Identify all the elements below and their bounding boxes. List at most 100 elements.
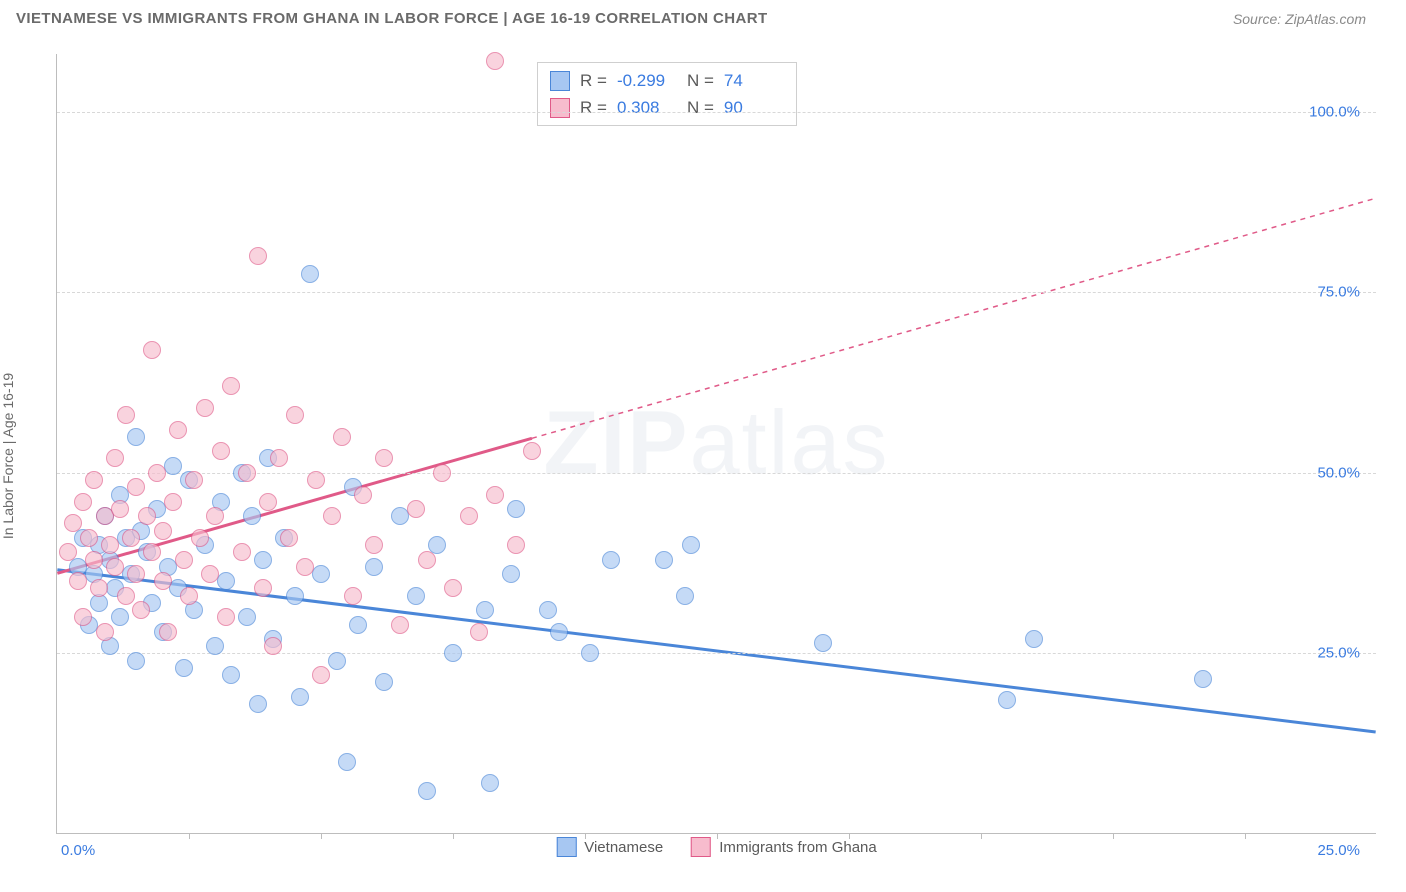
scatter-point [148, 464, 166, 482]
stats-row: R = -0.299 N = 74 [550, 67, 784, 94]
scatter-point [90, 579, 108, 597]
scatter-point [507, 500, 525, 518]
scatter-point [502, 565, 520, 583]
x-tick [717, 833, 718, 839]
scatter-point [233, 543, 251, 561]
chart-title: VIETNAMESE VS IMMIGRANTS FROM GHANA IN L… [16, 10, 768, 27]
gridline [57, 112, 1376, 113]
scatter-point [222, 377, 240, 395]
x-tick [1113, 833, 1114, 839]
scatter-point [206, 507, 224, 525]
scatter-point [69, 572, 87, 590]
scatter-point [486, 52, 504, 70]
scatter-point [444, 579, 462, 597]
scatter-point [249, 695, 267, 713]
r-label: R = [580, 67, 607, 94]
scatter-point [338, 753, 356, 771]
scatter-point [122, 529, 140, 547]
y-tick-label: 25.0% [1317, 645, 1360, 662]
scatter-point [259, 493, 277, 511]
scatter-point [238, 608, 256, 626]
scatter-point [407, 500, 425, 518]
scatter-point [507, 536, 525, 554]
scatter-point [154, 572, 172, 590]
scatter-point [391, 616, 409, 634]
y-tick-label: 100.0% [1309, 103, 1360, 120]
scatter-point [254, 579, 272, 597]
scatter-point [365, 558, 383, 576]
scatter-point [333, 428, 351, 446]
scatter-point [1194, 670, 1212, 688]
stats-legend-box: R =-0.299N =74R =0.308N =90 [537, 62, 797, 126]
r-value: -0.299 [617, 67, 677, 94]
scatter-point [222, 666, 240, 684]
x-tick [981, 833, 982, 839]
scatter-point [196, 399, 214, 417]
scatter-point [280, 529, 298, 547]
x-axis-max-label: 25.0% [1317, 842, 1360, 859]
scatter-point [85, 471, 103, 489]
scatter-point [175, 551, 193, 569]
scatter-point [444, 644, 462, 662]
x-tick [321, 833, 322, 839]
scatter-point [312, 666, 330, 684]
watermark: ZIPatlas [543, 392, 889, 495]
scatter-point [375, 673, 393, 691]
scatter-point [206, 637, 224, 655]
scatter-point [101, 536, 119, 554]
scatter-point [264, 637, 282, 655]
bottom-legend: VietnameseImmigrants from Ghana [556, 837, 877, 857]
scatter-point [127, 652, 145, 670]
scatter-point [59, 543, 77, 561]
scatter-point [238, 464, 256, 482]
scatter-point [312, 565, 330, 583]
scatter-point [243, 507, 261, 525]
scatter-point [143, 543, 161, 561]
scatter-point [418, 782, 436, 800]
x-axis-min-label: 0.0% [61, 842, 95, 859]
n-label: N = [687, 67, 714, 94]
scatter-point [291, 688, 309, 706]
scatter-point [581, 644, 599, 662]
header: VIETNAMESE VS IMMIGRANTS FROM GHANA IN L… [0, 0, 1406, 33]
scatter-point [180, 587, 198, 605]
r-label: R = [580, 94, 607, 121]
n-value: 74 [724, 67, 784, 94]
scatter-point [286, 406, 304, 424]
legend-label: Immigrants from Ghana [719, 839, 877, 856]
scatter-point [159, 623, 177, 641]
r-value: 0.308 [617, 94, 677, 121]
scatter-point [117, 587, 135, 605]
scatter-point [486, 486, 504, 504]
scatter-point [407, 587, 425, 605]
legend-swatch [550, 98, 570, 118]
scatter-point [106, 558, 124, 576]
scatter-point [460, 507, 478, 525]
y-tick-label: 50.0% [1317, 464, 1360, 481]
scatter-point [418, 551, 436, 569]
y-tick-label: 75.0% [1317, 284, 1360, 301]
scatter-point [117, 406, 135, 424]
scatter-point [328, 652, 346, 670]
scatter-point [80, 529, 98, 547]
scatter-point [64, 514, 82, 532]
scatter-point [127, 565, 145, 583]
stats-row: R =0.308N =90 [550, 94, 784, 121]
scatter-point [814, 634, 832, 652]
legend-item: Immigrants from Ghana [691, 837, 877, 857]
scatter-point [154, 522, 172, 540]
x-tick [189, 833, 190, 839]
scatter-point [212, 442, 230, 460]
x-tick [453, 833, 454, 839]
y-axis-label: In Labor Force | Age 16-19 [0, 373, 16, 539]
scatter-point [1025, 630, 1043, 648]
scatter-point [550, 623, 568, 641]
x-tick [1245, 833, 1246, 839]
trend-lines-layer [57, 54, 1376, 833]
scatter-point [217, 608, 235, 626]
scatter-point [185, 471, 203, 489]
scatter-point [349, 616, 367, 634]
scatter-point [307, 471, 325, 489]
scatter-point [655, 551, 673, 569]
scatter-point [85, 551, 103, 569]
